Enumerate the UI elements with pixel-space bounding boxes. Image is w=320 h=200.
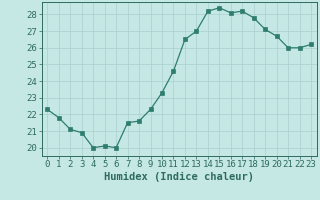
X-axis label: Humidex (Indice chaleur): Humidex (Indice chaleur) [104,172,254,182]
